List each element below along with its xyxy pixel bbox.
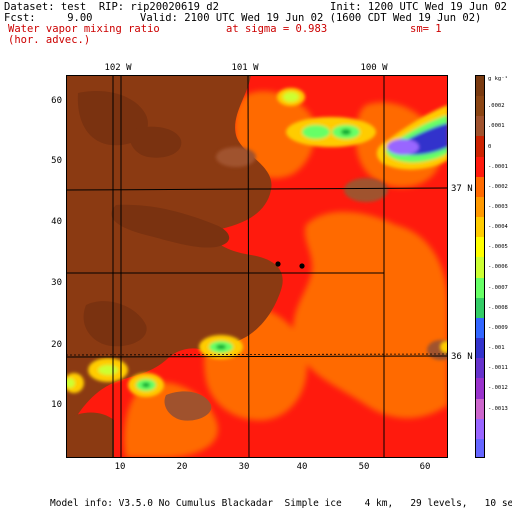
- field-map: [66, 75, 448, 458]
- legend-swatch: [476, 438, 484, 457]
- legend-swatch: [476, 156, 484, 178]
- lat-label-37n: 37 N: [451, 184, 473, 194]
- y-tick-60: 60: [51, 96, 62, 106]
- x-tick-20: 20: [176, 462, 188, 472]
- forecast-hour: Fcst: 9.00: [4, 12, 93, 24]
- legend-label: -.0013: [488, 405, 508, 412]
- moisture-hotspots: [66, 88, 448, 397]
- legend-label: 0: [488, 143, 492, 150]
- legend-swatch: [476, 196, 484, 219]
- model-info: Model info: V3.5.0 No Cumulus Blackadar …: [50, 498, 512, 509]
- x-tick-50: 50: [358, 462, 370, 472]
- legend-swatch: [476, 116, 484, 138]
- field-subname: (hor. advec.): [8, 34, 91, 46]
- legend-swatch: [476, 96, 484, 118]
- init-time: Init: 1200 UTC Wed 19 Jun 02: [330, 1, 508, 13]
- legend-units: g kg⁻¹: [488, 76, 508, 82]
- legend-label: -.0004: [488, 224, 508, 231]
- legend-swatch: [476, 398, 484, 420]
- legend-label: -.0011: [488, 365, 508, 372]
- legend-swatch: [476, 237, 484, 259]
- valid-time: Valid: 2100 UTC Wed 19 Jun 02 (1600 CDT …: [140, 12, 482, 24]
- legend-swatch: [476, 277, 484, 299]
- lon-label-101w: 101 W: [231, 63, 259, 73]
- y-tick-10: 10: [51, 400, 62, 410]
- legend-swatch: [476, 338, 484, 360]
- legend-label: -.001: [488, 345, 505, 352]
- dataset-label: Dataset: test RIP: rip20020619 d2: [4, 1, 219, 13]
- legend-swatch: [476, 217, 484, 239]
- legend-swatch: [476, 317, 484, 340]
- legend-label: -.0003: [488, 204, 508, 210]
- sigma-level: at sigma = 0.983: [226, 23, 328, 35]
- legend-swatch: [476, 297, 484, 319]
- y-tick-40: 40: [51, 217, 62, 227]
- legend-label: -.0002: [488, 183, 508, 190]
- legend-swatch: [476, 358, 484, 380]
- x-tick-60: 60: [419, 462, 431, 472]
- lat-label-36n: 36 N: [451, 352, 473, 362]
- y-tick-20: 20: [51, 340, 62, 350]
- legend-label: -.0009: [488, 324, 508, 331]
- city-markers: [275, 261, 305, 269]
- legend-label: -.0005: [488, 244, 508, 251]
- smoothing-label: sm= 1: [410, 23, 442, 35]
- legend-swatch: [476, 257, 484, 279]
- legend-label: -.0006: [488, 264, 508, 271]
- legend-swatch: [476, 378, 484, 400]
- lon-label-102w: 102 W: [104, 63, 132, 73]
- light-brown-patches: [216, 147, 448, 360]
- legend-label: -.0012: [488, 385, 508, 392]
- x-tick-10: 10: [114, 462, 126, 472]
- mixing-ratio-field: [66, 75, 448, 458]
- color-legend: [475, 75, 485, 458]
- y-tick-30: 30: [51, 278, 62, 288]
- y-tick-50: 50: [51, 156, 62, 166]
- legend-swatch: [476, 76, 484, 98]
- x-tick-40: 40: [296, 462, 308, 472]
- field-name: Water vapor mixing ratio: [8, 23, 160, 35]
- legend-swatch: [476, 418, 484, 440]
- legend-label: -.0007: [488, 284, 508, 291]
- county-lines: [66, 75, 448, 458]
- legend-swatch: [476, 176, 484, 198]
- legend-label: .0002: [488, 103, 505, 110]
- x-tick-30: 30: [238, 462, 250, 472]
- legend-swatch: [476, 136, 484, 158]
- legend-label: -.0001: [488, 163, 508, 170]
- legend-label: -.0008: [488, 304, 508, 311]
- legend-label: .0001: [488, 123, 505, 130]
- lon-label-100w: 100 W: [360, 63, 388, 73]
